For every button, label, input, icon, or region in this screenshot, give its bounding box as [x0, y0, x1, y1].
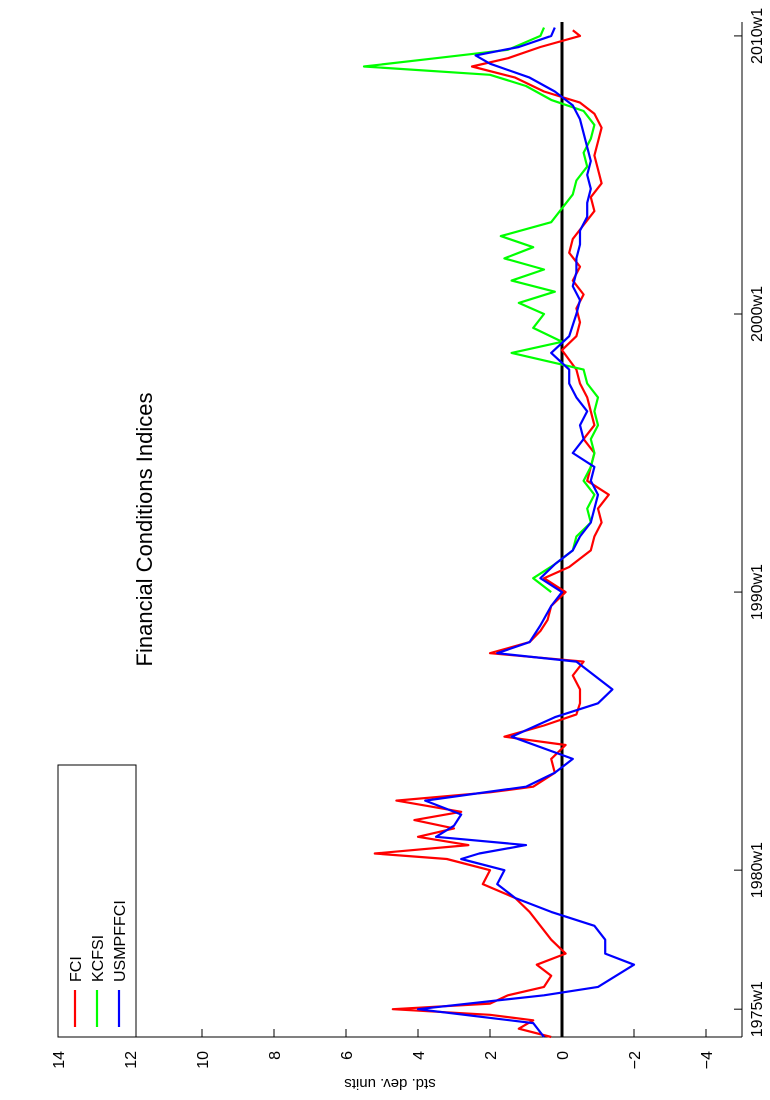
legend-label: KCFSI	[90, 935, 107, 982]
y-tick-label: −2	[627, 1051, 644, 1069]
y-tick-label: 4	[411, 1051, 428, 1060]
rotated-frame: −4 −2 0 2 4 6 8 10 12 14 1975w1 1980w1 1990w1 2000w1 2…	[51, 8, 766, 1092]
y-tick-label: 6	[339, 1051, 356, 1060]
y-axis-label: std. dev. units	[344, 1075, 435, 1092]
x-tick-label: 1975w1	[749, 981, 766, 1037]
y-tick-label: 8	[267, 1051, 284, 1060]
y-tick-label: 0	[555, 1051, 572, 1060]
series-line	[373, 29, 610, 1039]
x-tick-label: 2000w1	[749, 286, 766, 342]
x-tick-label: 2010w1	[749, 8, 766, 64]
y-tick-label: 2	[483, 1051, 500, 1060]
series-line	[416, 27, 636, 1038]
y-tick-label: 14	[51, 1051, 68, 1069]
x-tick-label: 1980w1	[749, 842, 766, 898]
y-tick-label: 10	[195, 1051, 212, 1069]
legend-box	[57, 764, 137, 1038]
legend-label: USMPFFCI	[112, 900, 129, 982]
y-tick-label: 12	[123, 1051, 140, 1069]
series-line	[362, 27, 600, 593]
legend-label: FCI	[68, 956, 85, 982]
chart-title: Financial Conditions Indices	[132, 393, 157, 667]
y-tick-label: −4	[699, 1051, 716, 1069]
x-tick-label: 1990w1	[749, 564, 766, 620]
